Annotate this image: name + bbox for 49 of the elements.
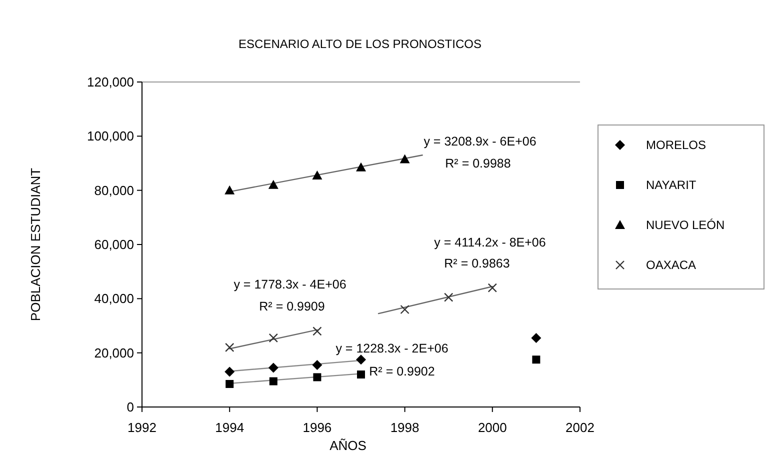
point — [312, 326, 322, 336]
point — [226, 380, 234, 388]
point — [400, 154, 410, 164]
x-tick-label: 1992 — [128, 420, 156, 435]
x-tick-label: 1996 — [302, 420, 332, 435]
y-tick-label: 120,000 — [87, 74, 134, 90]
point — [268, 180, 278, 189]
point — [225, 342, 234, 352]
annotation: y = 3208.9x - 6E+06 — [424, 134, 536, 148]
legend-label: NUEVO LEÓN — [646, 218, 725, 232]
point — [444, 292, 454, 302]
x-tick-label: 1994 — [215, 420, 244, 435]
y-tick-label: 100,000 — [87, 128, 134, 144]
annotation: R² = 0.9988 — [445, 156, 511, 170]
legend-label: MORELOS — [646, 138, 706, 152]
point — [400, 304, 410, 314]
point — [357, 370, 365, 378]
point — [312, 170, 322, 180]
x-tick-label: 1998 — [390, 420, 420, 435]
legend-label: NAYARIT — [646, 178, 697, 192]
point — [313, 373, 322, 382]
annotation: R² = 0.9909 — [259, 299, 325, 314]
y-axis-title: POBLACION ESTUDIANT — [28, 168, 43, 322]
point — [224, 366, 235, 377]
point — [532, 356, 540, 364]
legend-label: OAXACA — [646, 258, 696, 272]
annotation: R² = 0.9863 — [444, 256, 510, 270]
point — [531, 332, 542, 343]
chart-title: ESCENARIO ALTO DE LOS PRONOSTICOS — [238, 37, 482, 51]
y-tick-label: 40,000 — [94, 291, 134, 306]
annotation: y = 1228.3x - 2E+06 — [336, 341, 448, 356]
annotation: R² = 0.9902 — [369, 364, 435, 378]
y-tick-label: 20,000 — [94, 345, 134, 360]
y-tick-label: 60,000 — [94, 237, 134, 252]
point — [268, 362, 278, 373]
annotation: y = 1778.3x - 4E+06 — [234, 277, 346, 292]
point — [224, 185, 235, 194]
x-axis-title: AÑOS — [330, 438, 367, 453]
y-tick-label: 0 — [126, 400, 134, 415]
point — [268, 333, 278, 343]
x-tick-label: 2002 — [566, 420, 594, 435]
point — [312, 360, 322, 370]
y-tick-label: 80,000 — [94, 182, 134, 198]
point — [269, 377, 278, 386]
point — [356, 354, 366, 365]
annotation: y = 4114.2x - 8E+06 — [434, 235, 546, 250]
x-tick-label: 2000 — [478, 420, 507, 435]
point — [488, 283, 497, 292]
point — [356, 162, 366, 172]
